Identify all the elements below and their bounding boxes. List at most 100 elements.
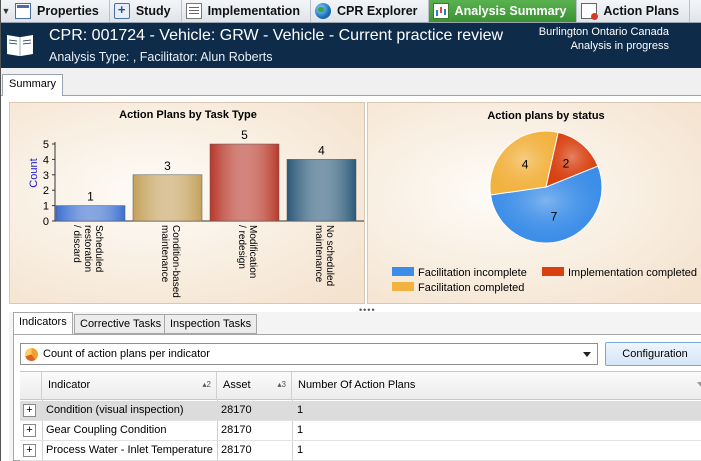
indicator-cell: Gear Coupling Condition bbox=[46, 424, 167, 436]
tab-action-plans[interactable]: Action Plans bbox=[577, 0, 691, 22]
bar[interactable] bbox=[55, 205, 126, 222]
bar[interactable] bbox=[132, 174, 203, 222]
overflow-chevron-icon[interactable]: ▼ bbox=[1, 6, 11, 16]
y-tick-label: 4 bbox=[43, 154, 49, 166]
column-header-indicator[interactable]: Indicator ▴2 bbox=[42, 372, 217, 400]
indicator-select-value: Count of action plans per indicator bbox=[43, 348, 210, 360]
pie-slice-highlight bbox=[490, 166, 602, 243]
indicator-cell: Process Water - Inlet Temperature bbox=[46, 444, 213, 456]
top-tab-bar: ▼ Properties Study Implementation CPR Ex… bbox=[1, 0, 701, 23]
legend-label: Facilitation completed bbox=[418, 282, 524, 294]
study-icon bbox=[113, 2, 130, 19]
filter-icon[interactable] bbox=[697, 382, 701, 387]
status-pie-chart: Action plans by status 7 4 2 Facilitation in… bbox=[392, 110, 697, 294]
expand-row-icon[interactable]: + bbox=[23, 404, 36, 417]
asset-cell: 28170 bbox=[221, 404, 252, 416]
location-text: Burlington Ontario Canada bbox=[538, 26, 669, 38]
record-subtitle: Analysis Type: , Facilitator: Alun Rober… bbox=[49, 50, 273, 64]
record-title: CPR: 001724 - Vehicle: GRW - Vehicle - C… bbox=[49, 27, 504, 44]
indicator-select[interactable]: Count of action plans per indicator bbox=[20, 343, 598, 365]
record-location-status: Burlington Ontario Canada Analysis in pr… bbox=[539, 25, 669, 53]
tab-properties[interactable]: Properties bbox=[11, 0, 110, 22]
table-row[interactable]: + Gear Coupling Condition 28170 1 bbox=[20, 421, 701, 441]
bar-data-label: 1 bbox=[87, 190, 94, 204]
task-type-chart-panel: Action Plans by Task Type Count 0 1 2 3 4 5 1 Sch… bbox=[9, 102, 365, 304]
category-label-line: No scheduled bbox=[324, 225, 335, 286]
column-header-label: Number Of Action Plans bbox=[298, 379, 416, 391]
configuration-button[interactable]: Configuration bbox=[605, 342, 701, 366]
expand-column-header bbox=[20, 372, 42, 400]
indicators-panel: Count of action plans per indicator Conf… bbox=[13, 334, 701, 461]
pie-chart-title: Action plans by status bbox=[487, 110, 604, 122]
tab-cpr-explorer[interactable]: CPR Explorer bbox=[311, 0, 429, 22]
chevron-down-icon bbox=[583, 352, 591, 357]
globe-icon bbox=[314, 3, 331, 19]
sort-order-indicator: ▴3 bbox=[277, 380, 286, 389]
bar[interactable] bbox=[209, 143, 280, 222]
implementation-icon bbox=[185, 3, 202, 19]
tab-label: Properties bbox=[37, 4, 99, 18]
pie-data-label: 7 bbox=[551, 210, 558, 224]
sort-order-indicator: ▴2 bbox=[202, 380, 211, 389]
x-category-label: No scheduledmaintenance bbox=[313, 225, 335, 286]
bar-data-label: 3 bbox=[164, 159, 171, 173]
y-tick-label: 2 bbox=[43, 185, 49, 197]
y-tick-label: 0 bbox=[43, 216, 49, 228]
indicator-cell: Condition (visual inspection) bbox=[46, 404, 184, 416]
tab-label: Study bbox=[135, 4, 171, 18]
action-plan-count-cell: 1 bbox=[297, 424, 304, 436]
column-divider bbox=[42, 400, 43, 461]
category-label-line: Modification bbox=[247, 225, 258, 278]
book-icon bbox=[7, 35, 33, 56]
tab-implementation[interactable]: Implementation bbox=[182, 0, 311, 22]
tab-study[interactable]: Study bbox=[110, 0, 182, 22]
tab-analysis-summary[interactable]: Analysis Summary bbox=[428, 0, 578, 22]
table-row[interactable]: + Process Water - Inlet Temperature 2817… bbox=[20, 441, 701, 461]
expand-row-icon[interactable]: + bbox=[23, 444, 36, 457]
tab-label: Analysis Summary bbox=[454, 4, 567, 18]
properties-icon bbox=[15, 3, 31, 19]
indicator-chart-icon bbox=[25, 348, 38, 361]
y-tick-label: 1 bbox=[43, 201, 49, 213]
tab-corrective-tasks[interactable]: Corrective Tasks bbox=[74, 314, 168, 334]
pie-data-label: 4 bbox=[522, 157, 529, 171]
bar-chart-title: Action Plans by Task Type bbox=[119, 109, 257, 121]
column-header-action-plans[interactable]: Number Of Action Plans bbox=[292, 372, 701, 400]
category-label-line: maintenance bbox=[159, 225, 170, 283]
task-type-bar-chart: Action Plans by Task Type Count 0 1 2 3 4 5 1 Sch… bbox=[28, 109, 364, 298]
expand-row-icon[interactable]: + bbox=[23, 424, 36, 437]
y-tick-label: 5 bbox=[43, 139, 49, 151]
tab-inspection-tasks[interactable]: Inspection Tasks bbox=[164, 314, 258, 334]
pie-slice-highlight bbox=[490, 131, 559, 195]
action-plans-icon bbox=[581, 3, 599, 20]
summary-tab-strip: Summary bbox=[1, 68, 701, 96]
pie-slice-highlight bbox=[546, 132, 598, 187]
legend-swatch bbox=[392, 267, 414, 276]
tab-bar-filler bbox=[690, 0, 701, 22]
y-axis-label: Count bbox=[28, 158, 40, 187]
table-row[interactable]: + Condition (visual inspection) 28170 1 bbox=[20, 401, 701, 421]
legend-label: Facilitation incomplete bbox=[418, 267, 527, 279]
column-header-label: Asset bbox=[223, 379, 251, 391]
tab-summary[interactable]: Summary bbox=[2, 74, 64, 96]
splitter-handle[interactable]: •••• bbox=[359, 305, 376, 315]
x-category-label: Modification/ redesign bbox=[236, 225, 258, 278]
lower-tab-area: Indicators Corrective Tasks Inspection T… bbox=[9, 312, 701, 461]
record-header: CPR: 001724 - Vehicle: GRW - Vehicle - C… bbox=[1, 23, 701, 68]
category-label-line: maintenance bbox=[313, 225, 324, 283]
tab-label: CPR Explorer bbox=[336, 4, 418, 18]
category-label-line: / discard bbox=[71, 225, 82, 263]
x-category-label: Condition-basedmaintenance bbox=[159, 225, 181, 298]
charts-area: Action Plans by Task Type Count 0 1 2 3 4 5 1 Sch… bbox=[1, 96, 701, 308]
tab-indicators[interactable]: Indicators bbox=[13, 312, 73, 334]
category-label-line: restoration bbox=[82, 225, 93, 272]
sort-order-number: 2 bbox=[206, 380, 211, 389]
category-label-line: / redesign bbox=[236, 225, 247, 269]
grid-header: Indicator ▴2 Asset ▴3 Number Of Action P… bbox=[20, 372, 701, 400]
column-header-asset[interactable]: Asset ▴3 bbox=[217, 372, 292, 400]
legend-label: Implementation completed bbox=[568, 267, 697, 279]
bar-data-label: 5 bbox=[241, 128, 248, 142]
legend-swatch bbox=[392, 282, 414, 291]
bar[interactable] bbox=[286, 159, 357, 222]
